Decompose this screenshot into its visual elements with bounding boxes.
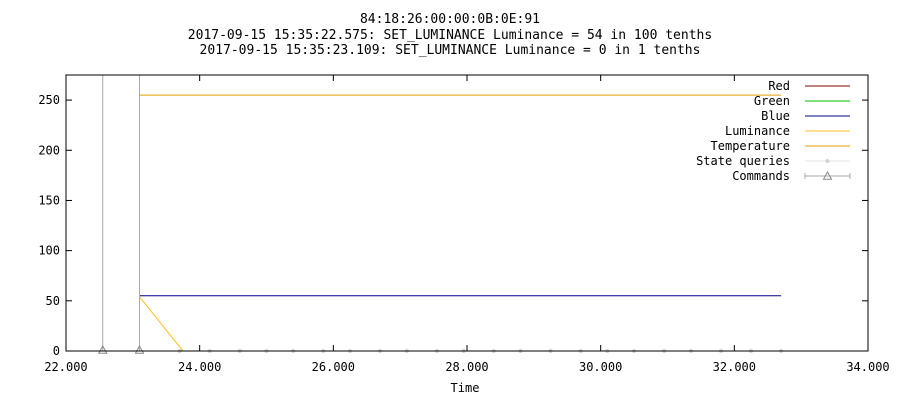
axis-layer: 22.000 24.000 26.000 28.000 30.000 32.000 34.0… [38, 75, 890, 374]
legend-label-commands: Commands [732, 169, 790, 183]
x-tick-label: 32.000 [713, 360, 756, 374]
x-tick-label: 28.000 [445, 360, 488, 374]
x-tick-label: 26.000 [312, 360, 355, 374]
plot-frame [65, 74, 869, 352]
series-line-luminance [139, 296, 184, 352]
x-axis-label: Time [451, 381, 480, 395]
series-layer [97, 75, 784, 354]
legend-label-temperature: Temperature [711, 139, 790, 153]
x-tick-label: 24.000 [178, 360, 221, 374]
chart-subtitle-line-1: 2017-09-15 15:35:22.575: SET_LUMINANCE L… [187, 28, 713, 43]
y-tick-label: 250 [38, 93, 60, 107]
x-tick-label: 30.000 [579, 360, 622, 374]
series-marker-commands [97, 344, 108, 354]
legend-marker-state-queries [825, 159, 830, 163]
legend-label-red: Red [768, 79, 790, 93]
y-tick-label: 200 [38, 143, 60, 157]
x-tick-label: 34.000 [846, 360, 889, 374]
legend-label-state-queries: State queries [696, 154, 790, 168]
y-tick-label: 100 [38, 244, 60, 258]
y-tick-label: 150 [38, 193, 60, 207]
chart-subtitle-line-2: 2017-09-15 15:35:23.109: SET_LUMINANCE L… [199, 43, 701, 58]
y-tick-label: 50 [46, 294, 60, 308]
chart-title: 84:18:26:00:00:0B:0E:91 [359, 12, 540, 27]
legend-label-blue: Blue [761, 109, 790, 123]
legend-label-luminance: Luminance [725, 124, 790, 138]
series-marker-commands [134, 344, 145, 354]
legend-label-green: Green [754, 94, 790, 108]
legend-marker-commands [822, 170, 833, 180]
x-tick-label: 22.000 [44, 360, 87, 374]
y-tick-label: 0 [53, 344, 60, 358]
